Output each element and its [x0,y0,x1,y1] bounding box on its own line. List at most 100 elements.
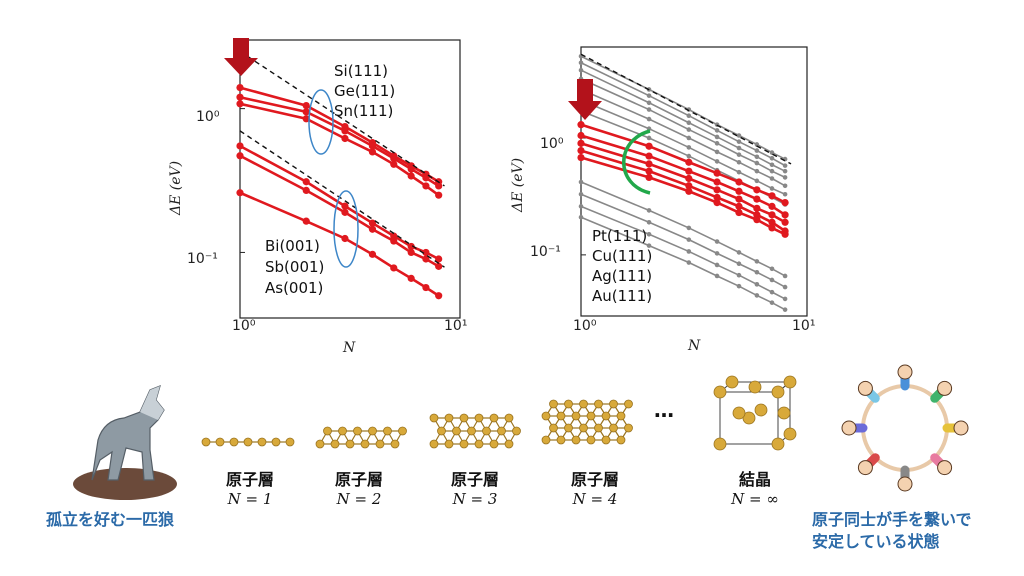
data-point [341,208,349,216]
atom [609,423,618,433]
atom [257,437,267,447]
data-point [753,195,761,203]
data-point [768,211,776,219]
data-point [368,219,377,227]
atom [474,413,484,423]
data-point [714,149,720,155]
data-point [713,198,721,207]
data-point [769,300,775,305]
series-line [580,205,786,300]
series-line [580,181,786,277]
data-point [736,152,742,157]
data-point [782,168,788,174]
atom [556,435,566,445]
data-point [236,100,244,108]
data-point [646,231,652,237]
data-point [782,307,788,312]
structure-label: 原子層 [450,470,499,489]
data-point [714,251,720,256]
x-tick-label: 10¹ [444,318,467,334]
y-tick-label: 10⁰ [196,109,220,125]
data-point [769,156,775,161]
data-point [769,289,775,295]
series-line [580,99,786,195]
atom [512,426,521,436]
down-arrow-icon [224,38,258,76]
series-line [580,69,786,172]
data-point [754,154,760,160]
data-point [736,139,742,144]
data-point [769,176,775,181]
atom [549,423,558,433]
data-point [768,218,776,226]
data-point [341,127,349,135]
series-line [580,88,786,187]
atom [783,375,797,389]
data-point [736,272,742,278]
chart-left: 10⁰ 10¹ 10⁰ 10⁻¹ N ΔE (eV) Si(111) Ge(11… [168,38,467,356]
layer-count: N = 3 [452,490,498,508]
data-point [578,191,584,197]
data-point [753,216,761,224]
structure-label: 原子層 [570,470,619,489]
data-point [768,224,776,232]
atom [594,423,603,433]
atom [489,439,499,449]
data-point [713,178,721,186]
data-point [782,284,788,290]
data-point [686,225,692,231]
data-point [769,277,775,283]
data-point [686,145,692,150]
data-point [736,159,742,165]
atom [467,426,476,436]
legend-entry: Ag(111) [592,267,652,285]
legend-entry: Sb(001) [265,258,324,276]
atom [360,439,370,449]
atom [624,399,633,409]
atom [437,426,446,436]
caption-right-line2: 安定している状態 [812,532,940,551]
legend-entry: Pt(111) [592,227,647,245]
data-point [645,160,653,168]
data-point [578,179,584,185]
data-point [754,160,760,166]
y-tick-1: 10⁰ [196,109,220,125]
data-point [646,107,652,112]
data-point [714,159,720,164]
data-point [578,67,584,73]
data-point [685,187,693,195]
data-point [754,282,760,287]
reference-line [239,130,445,268]
atom [771,437,785,451]
layer-count: N = ∞ [731,490,779,508]
y-axis-title: ΔE (eV) [510,158,526,213]
data-point [390,237,398,245]
data-point [422,174,430,182]
data-point [422,255,430,263]
data-point [769,168,775,174]
data-point [390,264,398,272]
atom [754,403,768,417]
data-point [422,182,430,190]
y-tick-label: 10⁻¹ [187,251,218,267]
atom [375,439,385,449]
data-point [646,135,652,141]
atom [330,439,340,449]
data-point [686,249,692,254]
person-head [897,364,913,380]
atom [345,439,355,449]
data-point [782,163,788,168]
atom [504,439,514,449]
structure-label: 結晶 [738,470,771,489]
data-point [685,182,693,190]
atom [549,399,558,409]
person-head [841,420,857,436]
reference-line [580,53,792,165]
data-point [735,195,743,203]
data-point [714,134,720,140]
atom [243,437,253,447]
data-point [686,127,692,132]
atom [459,413,469,423]
data-point [646,208,652,213]
atom [725,375,739,389]
